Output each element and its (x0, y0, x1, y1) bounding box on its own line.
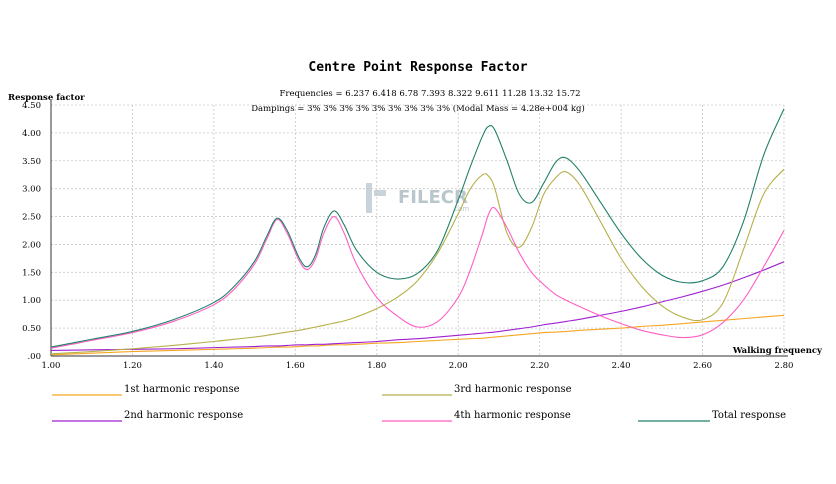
series-line-4th-harmonic-response (50, 206, 785, 349)
legend-label: 3rd harmonic response (454, 384, 572, 395)
watermark: FILECR .com (366, 183, 469, 213)
y-tick-label: 1.50 (22, 268, 41, 278)
y-tick-label: 2.50 (22, 213, 41, 223)
x-tick-label: 2.20 (530, 361, 549, 371)
y-tick-label: 1.00 (22, 296, 41, 306)
series-line-2nd-harmonic-response (50, 261, 785, 351)
grid (50, 104, 785, 357)
tick-labels: 1.00 1.20 1.40 1.60 1.80 2.00 2.20 2.40 2.60 2.80… (22, 101, 793, 371)
x-tick-label: 1.40 (204, 361, 223, 371)
x-tick-label: 2.80 (775, 361, 794, 371)
x-tick-label: 2.40 (612, 361, 631, 371)
y-tick-label: 3.50 (22, 157, 41, 167)
legend-item-total-response: Total response (638, 410, 786, 422)
y-tick-label: 0.50 (22, 324, 41, 334)
chart-title: Centre Point Response Factor (308, 60, 527, 75)
frequencies-label: Frequencies = 6.237 6.418 6.78 7.393 8.3… (279, 89, 580, 99)
y-tick-label: 3.00 (22, 185, 41, 195)
x-tick-label: 1.80 (367, 361, 386, 371)
x-tick-label: 2.00 (449, 361, 468, 371)
x-tick-label: 2.60 (693, 361, 712, 371)
legend-label: Total response (712, 410, 786, 421)
x-axis-label: Walking frequency (732, 346, 823, 356)
x-tick-label: 1.60 (286, 361, 305, 371)
series-lines (50, 108, 785, 356)
series-line-1st-harmonic-response (50, 314, 785, 356)
watermark-logo-icon (366, 183, 372, 213)
series-line-total-response (50, 108, 785, 348)
legend: 1st harmonic response 2nd harmonic respon… (52, 384, 786, 422)
y-tick-label: 2.00 (22, 240, 41, 250)
legend-label: 4th harmonic response (454, 410, 571, 421)
legend-label: 2nd harmonic response (124, 410, 243, 421)
y-tick-label: 4.00 (22, 129, 41, 139)
legend-item-1st-harmonic-response: 1st harmonic response (52, 384, 240, 396)
legend-item-3rd-harmonic-response: 3rd harmonic response (382, 384, 572, 396)
y-tick-label: .00 (27, 352, 41, 362)
dampings-label: Dampings = 3% 3% 3% 3% 3% 3% 3% 3% 3% (M… (251, 103, 585, 114)
x-tick-label: 1.20 (123, 361, 142, 371)
x-tick-label: 1.00 (42, 361, 61, 371)
y-axis-label: Response factor (8, 93, 85, 103)
watermark-brand: FILECR (398, 187, 468, 208)
legend-label: 1st harmonic response (124, 384, 240, 395)
axes (50, 100, 788, 357)
legend-item-2nd-harmonic-response: 2nd harmonic response (52, 410, 243, 422)
watermark-logo-bar (374, 190, 386, 196)
legend-item-4th-harmonic-response: 4th harmonic response (382, 410, 571, 422)
y-tick-label: 4.50 (22, 101, 41, 111)
series-line-3rd-harmonic-response (50, 168, 785, 355)
